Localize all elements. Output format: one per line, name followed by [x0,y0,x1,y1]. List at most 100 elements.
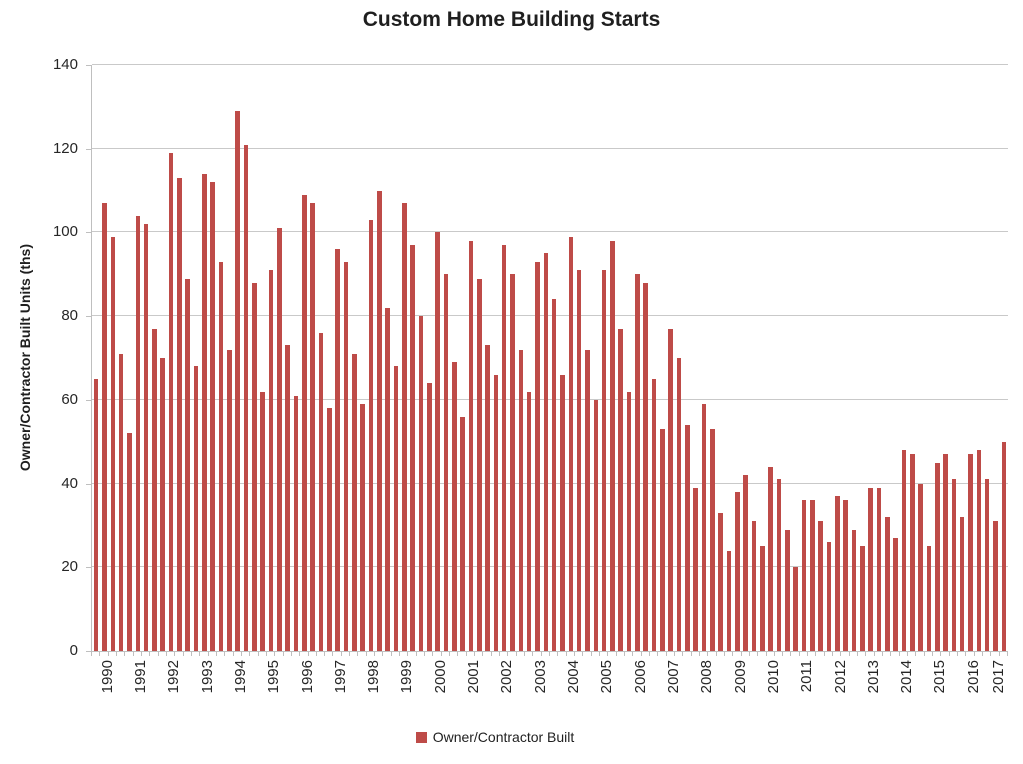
bar [243,144,249,651]
bar [401,203,407,651]
x-tick [640,652,642,656]
bar [102,203,107,651]
bar [660,429,665,651]
x-year-label: 2016 [964,660,982,694]
x-tick [898,652,900,656]
bar [393,366,399,651]
x-tick [557,652,559,656]
x-tick [932,652,934,656]
bar [810,500,815,651]
bar [876,487,882,651]
x-tick [665,652,667,656]
bar [210,182,216,651]
x-tick [857,652,859,656]
bar [451,362,457,651]
bar [868,487,873,651]
y-tick-label: 20 [61,558,78,576]
bar [485,345,490,651]
bar [543,253,549,651]
x-tick [115,652,117,656]
x-tick [965,652,967,656]
x-tick [807,652,809,656]
bar [127,433,132,651]
x-year-label: 2003 [531,660,549,694]
x-year-label: 2004 [565,660,582,694]
x-year-label: 2015 [931,660,949,694]
x-tick [140,652,142,656]
bar [801,500,807,651]
bar [710,429,715,651]
bar [318,332,324,651]
bar [135,215,141,651]
x-tick [990,652,992,656]
x-year-label: 2008 [698,660,716,694]
x-tick [290,652,292,656]
x-year-label: 1992 [165,660,183,694]
bar [518,349,524,651]
bar [152,328,157,651]
bar [168,152,174,651]
bar [476,278,482,651]
x-tick [940,652,942,656]
bar [110,236,116,651]
x-tick [998,652,1000,656]
x-tick [349,652,351,656]
bar [268,270,274,651]
bar [568,236,574,651]
x-tick [673,652,675,656]
bar [859,546,865,651]
x-tick [257,652,259,656]
x-tick [224,652,226,656]
y-tick [86,65,91,66]
bar [826,542,832,651]
x-tick [165,652,167,656]
bar [368,219,374,651]
y-tick-label: 140 [52,56,78,73]
bar [252,282,257,651]
bar [285,345,290,651]
x-tick [798,652,800,656]
bar [293,395,299,651]
gridline [92,64,1008,65]
x-tick [657,652,659,656]
x-year-label: 2014 [898,660,916,694]
bar [976,450,982,651]
x-tick [307,652,309,656]
x-tick [91,652,92,656]
bar [493,374,499,651]
bar [235,111,241,651]
x-tick [299,652,301,656]
x-tick [1007,652,1008,656]
x-year-label: 2001 [465,660,483,694]
y-axis-title: Owner/Contractor Built Units (ths) [17,244,33,472]
x-year-label: 2005 [598,660,616,694]
x-tick [565,652,567,656]
bar [635,274,640,651]
y-tick-label: 0 [69,642,78,659]
bar [934,462,940,651]
x-tick [648,652,650,656]
x-tick [149,652,151,656]
x-tick [848,652,850,656]
x-tick [182,652,184,656]
x-tick [890,652,892,656]
y-tick [86,400,91,401]
x-tick [573,652,575,656]
bar [593,399,599,651]
gridline [92,566,1008,567]
x-year-label: 2017 [989,660,1007,694]
y-tick-label: 100 [52,223,78,241]
bar [302,194,307,651]
bar [693,487,699,651]
x-tick [440,652,442,656]
x-tick [632,652,634,656]
bar [501,245,507,651]
x-tick [590,652,592,656]
bar [418,316,424,651]
x-tick [790,652,792,656]
bar [360,404,365,651]
x-tick [773,652,775,656]
y-tick [86,651,91,652]
bar [984,479,990,651]
x-tick [432,652,434,656]
